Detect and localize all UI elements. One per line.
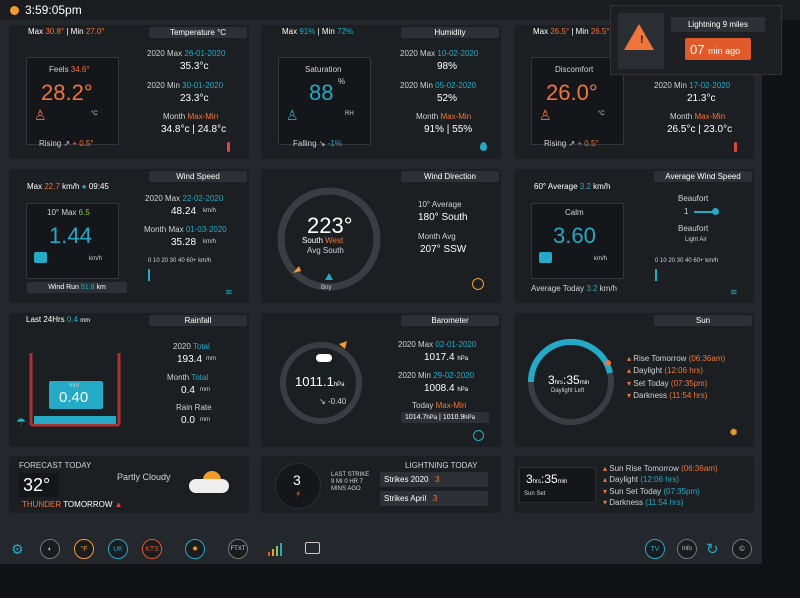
discomfort-value: 26.0° (546, 80, 598, 105)
daylight-dial (527, 338, 614, 425)
humidity-panel: Max 91% | Min 72% Humidity Saturation 88… (261, 25, 501, 159)
bar-chart-icon[interactable] (268, 542, 284, 556)
refresh-icon[interactable]: ↻ (706, 541, 719, 558)
beaufort-slider[interactable] (694, 211, 716, 213)
warning-icon (624, 24, 654, 50)
temperature-panel: Max 30.8° | Min 27.0° Temperature °C Fee… (9, 25, 249, 159)
expand-icon[interactable] (34, 252, 47, 263)
partly-cloudy-icon (189, 471, 231, 493)
rain-gauge (29, 353, 121, 427)
thermometer-icon (227, 142, 230, 152)
pressure-value: 1011.1hPa (295, 374, 345, 389)
sun-panel: Sun 3hrs:35min Daylight Left ▴ Rise Tomo… (514, 313, 754, 447)
wind-speed-value: 1.44 (49, 223, 92, 248)
temp-gauge (26, 57, 119, 145)
forecast-panel: FORECAST TODAY 32° Partly Cloudy THUNDER… (9, 456, 249, 513)
uk-units-button[interactable]: UK (108, 539, 128, 559)
sun-icon: ✹ (729, 427, 739, 439)
temp-trend: Rising ↗ + 0.5° (39, 139, 94, 148)
clock: 3:59:05pm (25, 3, 82, 17)
temp-value: 28.2° (41, 80, 93, 105)
bottom-toolbar: ⚙ ◐ °F UK KTS ✹ FTXT TV info ↻ © (0, 534, 762, 564)
beaufort-slider-knob[interactable] (712, 208, 719, 215)
hum-maxmin: Max 91% | Min 72% (282, 27, 354, 36)
rain-readout (49, 381, 103, 409)
lightning-counter (275, 463, 321, 509)
info-icon[interactable] (472, 278, 484, 290)
thermometer-icon (734, 142, 737, 152)
barometer-panel: Barometer 1011.1hPa ↘ -0.40 2020 Max 02-… (261, 313, 501, 447)
screen-icon[interactable] (305, 542, 320, 554)
person-icon: ♙ (34, 107, 47, 123)
top-bar: 3:59:05pm (0, 0, 800, 20)
hum-gauge (278, 57, 371, 145)
tv-button[interactable]: TV (645, 539, 665, 559)
wind-icon: ≋ (730, 287, 738, 297)
copyright-button[interactable]: © (732, 539, 752, 559)
expand-icon[interactable] (539, 252, 552, 263)
dashboard: Max 30.8° | Min 27.0° Temperature °C Fee… (0, 20, 762, 534)
hum-value: 88 (309, 80, 334, 105)
ago-badge (685, 38, 751, 60)
settings-icon[interactable]: ⚙ (11, 541, 24, 557)
rain-value: 0.40 (59, 389, 89, 406)
wind-scale: 0 10 20 30 40 60+ km/h (148, 258, 212, 264)
info-button[interactable]: info (677, 539, 697, 559)
wind-icon: ≋ (225, 287, 233, 297)
wind-scale-bar (148, 269, 150, 281)
daylight-left: 3hrs:35min (548, 373, 590, 387)
hum-title: Humidity (401, 27, 499, 38)
lightning-panel: 3 ⚡ LAST STRIKE 9 MI 0 HR 7 MINS AGO LIG… (261, 456, 501, 513)
sunset-panel: 3hrs:35min Sun Set ▴ Sun Rise Tomorrow (… (514, 456, 754, 513)
sun-mode-button[interactable]: ✹ (185, 539, 205, 559)
wind-speed-panel: Max 22.7 km/h ● 09:45 Wind Speed 10° Max… (9, 169, 249, 303)
avg-wind-value: 3.60 (553, 223, 596, 248)
rainfall-panel: Last 24Hrs 0.4 mm Rainfall mm 0.40 ☂ 202… (9, 313, 249, 447)
sunset-box (519, 467, 596, 503)
theme-toggle-button[interactable]: ◐ (40, 539, 60, 559)
feels-label: Feels 34.6° (49, 65, 90, 74)
fahrenheit-button[interactable]: °F (74, 539, 94, 559)
bolt-icon: ⚡ (295, 489, 302, 499)
knots-button[interactable]: KTS (142, 539, 162, 559)
barometer-dial (280, 341, 362, 424)
hum-trend: Falling ↘ -1% (293, 139, 342, 148)
temp-title: Temperature °C (149, 27, 247, 38)
person-icon: ♙ (286, 107, 299, 123)
droplet-icon (480, 142, 487, 151)
gauge-icon[interactable] (473, 430, 484, 441)
direction-deg: 223° (307, 213, 353, 238)
forecast-temp: 32° (23, 475, 51, 495)
status-dot-icon (10, 5, 19, 15)
ftxt-button[interactable]: FTXT (228, 539, 248, 559)
lightning-alert-popup[interactable]: ! Lightning 9 miles 07 min ago (610, 5, 782, 75)
wind-direction-panel: Wind Direction 223° South West Avg South… (261, 169, 501, 303)
avg-wind-scale-bar (655, 269, 657, 281)
cloud-rain-icon (316, 354, 332, 362)
temp-maxmin: Max 30.8° | Min 27.0° (28, 27, 105, 36)
forecast-temp-box (19, 473, 59, 497)
compass-dial (277, 187, 381, 291)
umbrella-icon: ☂ (16, 417, 26, 429)
person-icon: ♙ (539, 107, 552, 123)
average-wind-panel: 60° Average 3.2 km/h Average Wind Speed … (514, 169, 754, 303)
